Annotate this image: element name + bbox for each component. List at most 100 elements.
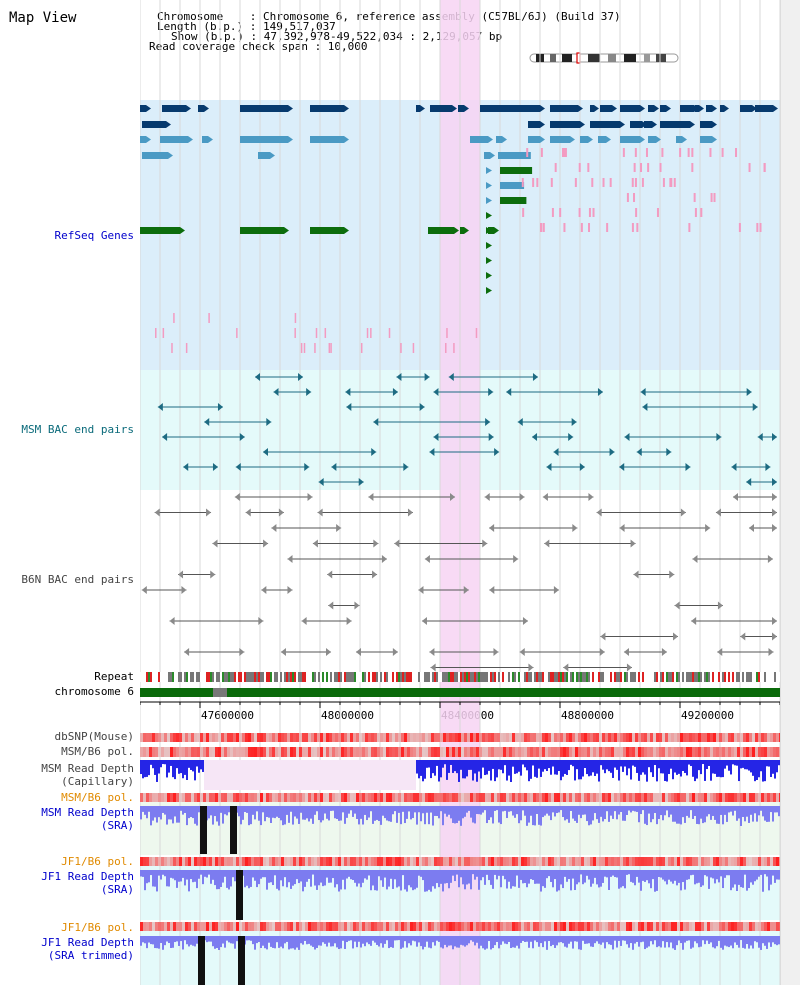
jf1-b6-pol-cell	[644, 922, 647, 931]
msm-b6-pol-cell	[389, 747, 392, 757]
refseq-gene	[700, 121, 712, 128]
repeat-element	[526, 672, 528, 682]
gene-strand-arrow	[488, 136, 493, 143]
jf1-sra-depth-bar	[224, 870, 226, 877]
jf1-b6-pol-cell	[245, 922, 248, 931]
jf1-b6-pol-cell	[542, 922, 545, 931]
bac-end-marker	[484, 493, 490, 501]
dbsnp-heat-cell	[521, 733, 524, 742]
msm-sra-depth-bar	[284, 806, 286, 825]
dbsnp-heat-cell	[302, 733, 305, 742]
repeat-element	[242, 672, 244, 682]
genome-track-canvas[interactable]	[140, 0, 781, 985]
dbsnp-heat-cell	[446, 733, 449, 742]
msm-sra-depth-bar	[294, 806, 296, 817]
jf1-trimmed-depth-bar	[524, 936, 526, 942]
track-label-jf1-b6-pol-2[interactable]: JF1/B6 pol.	[61, 921, 134, 934]
chromosome-ideogram[interactable]	[528, 52, 682, 64]
jf1-trimmed-depth-bar	[298, 936, 300, 950]
msm-sra-depth-bar	[456, 806, 458, 824]
jf1-trimmed-depth-bar	[692, 936, 694, 948]
jf1-sra-depth-bar	[484, 870, 486, 885]
jf1-b6-pol-cell	[149, 922, 152, 931]
msm-sra-depth-bar	[414, 806, 416, 813]
jf1-trimmed-depth-bar	[624, 936, 626, 941]
msm-b6-pol-cell	[662, 747, 665, 757]
msm-capillary-depth-bar	[520, 760, 522, 776]
jf1-b6-pol-cell	[203, 922, 206, 931]
msm-sra-depth-bar	[430, 806, 432, 813]
refseq-gene	[496, 136, 502, 143]
jf1-sra-depth-bar	[220, 870, 222, 888]
repeat-element	[180, 672, 182, 682]
jf1-b6-pol-cell	[743, 922, 746, 931]
dbsnp-heat-cell	[617, 733, 620, 742]
vertical-scrollbar[interactable]	[780, 0, 800, 985]
refseq-gene	[755, 105, 773, 112]
jf1-sra-depth-bar	[378, 870, 380, 877]
msm-b6-pol-cell	[611, 793, 614, 802]
jf1-trimmed-depth-bar	[402, 936, 404, 948]
track-label-jf1-depth-sra[interactable]: JF1 Read Depth	[41, 870, 134, 883]
msm-capillary-depth-bar	[200, 760, 202, 770]
repeat-element	[558, 672, 560, 682]
msm-b6-pol-cell	[356, 793, 359, 802]
track-label-msm-bac[interactable]: MSM BAC end pairs	[21, 423, 134, 436]
jf1-sra-depth-bar	[324, 870, 326, 886]
track-label-msm-b6-pol-2[interactable]: MSM/B6 pol.	[61, 791, 134, 804]
coverage-span-info: Read coverage check span : 10,000	[149, 40, 368, 53]
repeat-element	[496, 672, 498, 682]
refseq-gene	[258, 152, 270, 159]
track-label-msm-depth-capillary[interactable]: MSM Read Depth	[41, 762, 134, 775]
msm-b6-pol-cell	[491, 747, 494, 757]
jf1-sra-depth-bar	[534, 870, 536, 884]
jf1-trimmed-depth-bar	[632, 936, 634, 950]
jf1-sra-depth-bar	[140, 870, 142, 877]
track-label-repeat[interactable]: Repeat	[94, 670, 134, 683]
refseq-gene	[240, 136, 288, 143]
track-label-msm-b6-pol-1[interactable]: MSM/B6 pol.	[61, 745, 134, 758]
jf1-sra-depth-bar	[642, 870, 644, 881]
jf1-trimmed-depth-bar	[600, 936, 602, 945]
repeat-element	[632, 672, 634, 682]
jf1-trimmed-depth-bar	[740, 936, 742, 941]
track-label-b6n-bac[interactable]: B6N BAC end pairs	[21, 573, 134, 586]
jf1-trimmed-depth-bar	[486, 936, 488, 949]
jf1-b6-pol-cell	[182, 922, 185, 931]
jf1-b6-pol-cell	[332, 922, 335, 931]
jf1-trimmed-depth-bar	[718, 936, 720, 941]
msm-b6-pol-cell	[173, 747, 176, 757]
track-label-msm-depth-sra[interactable]: MSM Read Depth	[41, 806, 134, 819]
jf1-trimmed-depth-bar	[674, 936, 676, 950]
jf1-b6-pol-cell	[533, 857, 536, 866]
jf1-sra-depth-bar	[318, 870, 320, 886]
repeat-element	[502, 672, 504, 682]
dbsnp-heat-cell	[362, 733, 365, 742]
msm-b6-pol-cell	[281, 747, 284, 757]
track-label-jf1-b6-pol-1[interactable]: JF1/B6 pol.	[61, 855, 134, 868]
jf1-sra-depth-bar	[746, 870, 748, 891]
jf1-sra-depth-bar	[678, 870, 680, 883]
jf1-sra-depth-bar	[702, 870, 704, 886]
refseq-exon-mark	[694, 208, 697, 217]
track-label-refseq[interactable]: RefSeq Genes	[54, 229, 134, 242]
dbsnp-heat-cell	[563, 733, 566, 742]
track-label-jf1-depth-trimmed[interactable]: JF1 Read Depth	[41, 936, 134, 949]
jf1-trimmed-depth-bar	[362, 936, 364, 944]
msm-b6-pol-cell	[287, 793, 290, 802]
jf1-sra-depth-bar	[214, 870, 216, 886]
msm-capillary-depth-bar	[626, 760, 628, 776]
jf1-b6-pol-cell	[521, 922, 524, 931]
bac-end-marker	[371, 448, 377, 456]
msm-b6-pol-cell	[704, 747, 707, 757]
jf1-sra-depth-bar	[462, 870, 464, 885]
jf1-b6-pol-cell	[611, 857, 614, 866]
msm-b6-pol-cell	[317, 793, 320, 802]
repeat-element	[462, 672, 464, 682]
track-label-dbsnp[interactable]: dbSNP(Mouse)	[54, 730, 134, 743]
bac-end-marker	[278, 508, 284, 517]
bac-end-marker	[528, 663, 534, 672]
jf1-b6-pol-cell	[152, 922, 155, 931]
msm-b6-pol-cell	[587, 793, 590, 802]
msm-b6-pol-cell	[695, 747, 698, 757]
